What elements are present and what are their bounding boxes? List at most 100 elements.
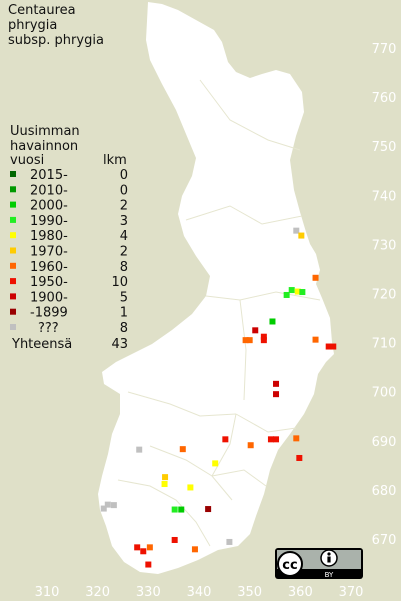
observation-point	[136, 446, 143, 453]
observation-point	[246, 337, 253, 344]
legend-item-label: 1950-	[30, 275, 68, 290]
title-line-1: Centaurea	[8, 3, 76, 18]
y-tick-label: 720	[372, 288, 397, 303]
legend-total-count: 43	[111, 337, 128, 352]
observation-point	[171, 536, 178, 543]
x-tick-label: 370	[339, 585, 364, 600]
x-tick-label: 310	[35, 585, 60, 600]
legend: Uusimman havainnon vuosi lkm 2015- 02010-…	[10, 124, 128, 352]
legend-heading-1: Uusimman	[10, 124, 80, 139]
legend-item-label: 2000-	[30, 199, 68, 214]
observation-point	[212, 460, 219, 467]
observation-point	[298, 232, 305, 239]
observation-point	[140, 548, 147, 555]
observation-point	[273, 436, 280, 443]
x-tick-label: 340	[187, 585, 212, 600]
observation-point	[134, 544, 141, 551]
observation-point	[312, 274, 319, 281]
legend-swatch	[10, 324, 16, 330]
observation-point	[222, 436, 229, 443]
legend-swatch	[10, 216, 16, 223]
legend-item-count: 10	[111, 275, 128, 290]
legend-item-count: 2	[120, 245, 128, 260]
legend-item-label: 1980-	[30, 229, 68, 244]
observation-point	[187, 484, 194, 491]
legend-total-label: Yhteensä	[11, 337, 72, 352]
y-tick-label: 740	[372, 189, 397, 204]
observation-point	[293, 435, 300, 442]
observation-point	[191, 546, 198, 553]
y-tick-label: 770	[372, 42, 397, 57]
observation-point	[293, 227, 300, 234]
observation-point	[242, 337, 249, 344]
observation-point	[179, 446, 186, 453]
legend-item-count: 8	[120, 321, 128, 336]
observation-point	[110, 502, 117, 509]
observation-point	[288, 287, 295, 294]
y-tick-label: 680	[372, 484, 397, 499]
x-tick-label: 320	[85, 585, 110, 600]
legend-item-label: 2010-	[30, 183, 68, 198]
legend-swatch	[10, 293, 16, 300]
legend-col-count: lkm	[103, 153, 127, 168]
legend-item-label: -1899	[30, 306, 68, 321]
observation-point	[330, 343, 337, 350]
observation-point	[104, 501, 111, 508]
y-tick-label: 700	[372, 386, 397, 401]
legend-item-count: 2	[120, 199, 128, 214]
observation-point	[161, 481, 168, 488]
legend-item-label: 1970-	[30, 245, 68, 260]
observation-point	[299, 289, 306, 296]
observation-point	[273, 380, 280, 387]
legend-item-label: 2015-	[30, 168, 68, 183]
observation-point	[252, 327, 259, 334]
observation-point	[296, 454, 303, 461]
y-tick-label: 670	[372, 533, 397, 548]
legend-swatch	[10, 262, 16, 269]
cc-by-badge[interactable]: cc BY	[275, 548, 363, 579]
observation-point	[162, 474, 169, 481]
observation-point	[312, 336, 319, 343]
legend-item-count: 5	[120, 290, 128, 305]
legend-item-count: 8	[120, 260, 128, 275]
legend-item-label: 1990-	[30, 214, 68, 229]
y-tick-label: 690	[372, 435, 397, 450]
legend-swatch	[10, 186, 16, 193]
legend-heading-2: havainnon	[10, 139, 78, 154]
title-line-3: subsp. phrygia	[8, 33, 104, 48]
legend-item-count: 0	[120, 183, 128, 198]
observation-point	[205, 506, 212, 513]
cc-icon-text: cc	[282, 558, 297, 573]
observation-point	[267, 436, 274, 443]
legend-swatch	[10, 201, 16, 208]
legend-swatch	[10, 278, 16, 285]
x-tick-label: 350	[237, 585, 262, 600]
legend-swatch	[10, 247, 16, 254]
province-borders	[117, 79, 321, 547]
finland-landmass	[98, 2, 334, 574]
observation-point	[273, 391, 280, 398]
legend-swatch	[10, 232, 16, 239]
observation-points	[100, 227, 337, 568]
observation-point	[171, 506, 178, 513]
observation-point	[100, 505, 107, 512]
y-tick-label: 760	[372, 91, 397, 106]
legend-item-count: 0	[120, 168, 128, 183]
observation-point	[260, 337, 267, 344]
title-line-2: phrygia	[8, 18, 57, 33]
observation-point	[260, 333, 267, 340]
legend-swatch	[10, 171, 16, 177]
legend-item-count: 4	[120, 229, 128, 244]
legend-item-label: 1900-	[30, 290, 68, 305]
observation-point	[226, 538, 233, 545]
legend-item-count: 1	[120, 306, 128, 321]
x-tick-label: 360	[288, 585, 313, 600]
y-tick-label: 750	[372, 140, 397, 155]
observation-point	[269, 318, 276, 325]
legend-swatch	[10, 308, 16, 315]
observation-point	[247, 442, 254, 449]
cc-icon	[277, 551, 303, 577]
x-tick-label: 330	[136, 585, 161, 600]
